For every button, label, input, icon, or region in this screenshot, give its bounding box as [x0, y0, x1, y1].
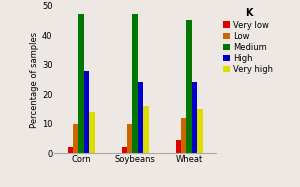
Bar — [181, 118, 186, 153]
Bar — [127, 124, 132, 153]
Legend: Very low, Low, Medium, High, Very high: Very low, Low, Medium, High, Very high — [222, 7, 275, 76]
Bar — [78, 14, 84, 153]
Bar — [132, 14, 138, 153]
Bar — [89, 112, 94, 153]
Bar — [176, 140, 181, 153]
Bar — [192, 82, 197, 153]
Bar — [68, 147, 73, 153]
Bar — [122, 147, 127, 153]
Bar — [197, 109, 203, 153]
Bar — [138, 82, 143, 153]
Bar — [143, 106, 148, 153]
Bar — [73, 124, 78, 153]
Bar — [186, 20, 192, 153]
Y-axis label: Percentage of samples: Percentage of samples — [30, 31, 39, 128]
Bar — [84, 71, 89, 153]
